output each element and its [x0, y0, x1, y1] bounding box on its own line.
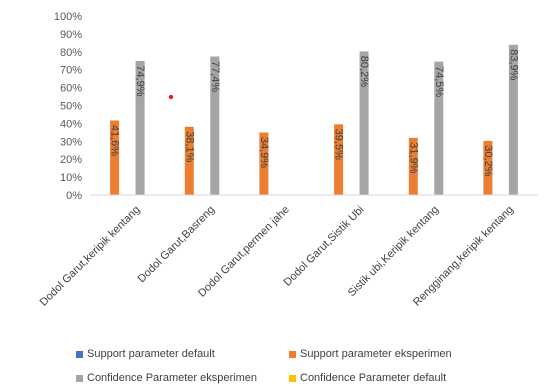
x-category-label: Dodol Garut,Sistik Ubi — [282, 204, 367, 289]
legend-label: Support parameter eksperimen — [300, 348, 452, 360]
legend-label: Confidence Parameter default — [300, 372, 447, 384]
data-label: 31,9% — [407, 142, 419, 173]
legend-item-confidence-eksperimen: Confidence Parameter eksperimen — [76, 372, 257, 384]
data-label: 77,4% — [209, 61, 221, 92]
bar — [359, 51, 369, 196]
x-category-label: Dodol Garut,Basreng — [136, 204, 218, 286]
bar — [110, 120, 120, 195]
data-label: 74,9% — [134, 65, 146, 96]
y-tick-label: 40% — [60, 118, 82, 130]
y-tick-label: 20% — [60, 154, 82, 166]
data-label: 80,2% — [358, 56, 370, 87]
y-tick-label: 90% — [60, 29, 82, 41]
bar — [483, 140, 493, 195]
y-tick-label: 0% — [66, 190, 82, 202]
legend-item-support-eksperimen: Support parameter eksperimen — [289, 348, 452, 360]
y-tick-label: 50% — [60, 101, 82, 113]
chart-plot: 0% 10% 20% 30% 40% 50% 60% 70% 80% 90% 100% 41,6% 7… — [38, 11, 538, 309]
bar — [135, 60, 145, 196]
x-category-label: Dodol Garut,keripik kentang — [38, 204, 143, 309]
data-label: 30,2% — [482, 145, 494, 176]
bars — [110, 44, 518, 196]
stray-marker — [168, 94, 174, 100]
y-tick-label: 100% — [54, 11, 82, 23]
y-axis-ticks: 0% 10% 20% 30% 40% 50% 60% 70% 80% 90% 100% — [54, 11, 82, 202]
bar — [334, 124, 344, 195]
legend-swatch — [76, 350, 83, 358]
bar — [508, 44, 518, 195]
y-tick-label: 80% — [60, 47, 82, 59]
legend-swatch — [289, 374, 296, 382]
bar — [408, 137, 418, 195]
legend-label: Confidence Parameter eksperimen — [87, 372, 257, 384]
bar — [210, 56, 220, 195]
y-tick-label: 70% — [60, 65, 82, 77]
data-label: 83,9% — [507, 49, 519, 80]
data-labels: 41,6% 74,9% 38,1% 77,4% 34,9% 39,5% 80,2% 31,9%… — [109, 49, 520, 177]
legend-item-support-default: Support parameter default — [76, 348, 215, 360]
y-tick-label: 60% — [60, 83, 82, 95]
legend-swatch — [76, 374, 83, 382]
legend-swatch — [289, 350, 296, 358]
y-tick-label: 10% — [60, 172, 82, 184]
data-label: 39,5% — [333, 129, 345, 160]
data-label: 41,6% — [109, 125, 121, 156]
bar — [259, 132, 269, 195]
legend-item-confidence-default: Confidence Parameter default — [289, 372, 446, 384]
data-label: 38,1% — [183, 131, 195, 162]
bar — [184, 126, 194, 195]
legend-label: Support parameter default — [87, 348, 215, 360]
data-label: 74,5% — [433, 66, 445, 97]
y-tick-label: 30% — [60, 136, 82, 148]
bar — [434, 61, 444, 195]
data-label: 34,9% — [258, 137, 270, 168]
